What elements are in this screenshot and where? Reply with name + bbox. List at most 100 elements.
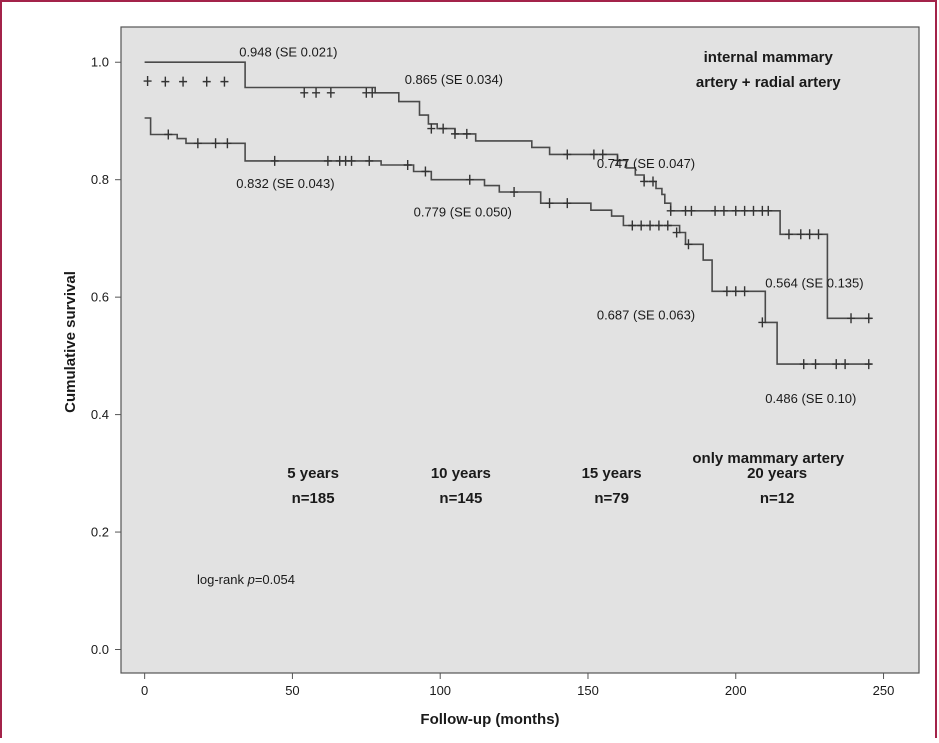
survival-estimate-label: 0.486 (SE 0.10) [765, 391, 856, 406]
censor-mark [731, 286, 740, 297]
censor-mark [223, 138, 232, 149]
survival-estimate-label: 0.948 (SE 0.021) [239, 44, 337, 59]
censor-mark [719, 205, 728, 216]
survival-estimate-label: 0.865 (SE 0.034) [405, 72, 503, 87]
censor-mark [740, 286, 749, 297]
x-tick-label: 100 [429, 683, 451, 698]
censor-mark [598, 149, 607, 160]
censor-mark [832, 359, 841, 370]
censor-mark [814, 229, 823, 240]
censor-mark [799, 359, 808, 370]
censor-mark [462, 128, 471, 139]
log-rank-label: log-rank p=0.054 [197, 572, 295, 587]
at-risk-label: n=79 [594, 490, 629, 507]
censor-mark [784, 229, 793, 240]
y-tick-label: 0.2 [91, 525, 109, 540]
censor-mark [211, 138, 220, 149]
censor-mark [347, 155, 356, 166]
survival-estimate-label: 0.687 (SE 0.063) [597, 307, 695, 322]
censor-mark [312, 87, 321, 98]
censor-mark [439, 123, 448, 134]
at-risk-label: 5 years [287, 465, 339, 482]
censor-mark [731, 205, 740, 216]
at-risk-label: 10 years [431, 465, 491, 482]
censor-mark [628, 220, 637, 231]
censor-mark [758, 317, 767, 328]
censor-mark [465, 174, 474, 185]
censor-mark [740, 205, 749, 216]
censor-mark [510, 187, 519, 198]
at-risk-label: 20 years [747, 465, 807, 482]
y-tick-label: 0.0 [91, 642, 109, 657]
at-risk-label: 15 years [582, 465, 642, 482]
censor-mark [654, 220, 663, 231]
censor-mark [687, 205, 696, 216]
censor-mark [663, 220, 672, 231]
censor-mark [646, 220, 655, 231]
censor-mark [143, 76, 152, 87]
y-tick-label: 0.8 [91, 172, 109, 187]
survival-estimate-label: 0.564 (SE 0.135) [765, 276, 863, 291]
censor-mark [640, 176, 649, 187]
survival-estimate-label: 0.779 (SE 0.050) [414, 205, 512, 220]
censor-mark [220, 76, 229, 87]
censor-mark [841, 359, 850, 370]
x-tick-label: 200 [725, 683, 747, 698]
censor-mark [684, 239, 693, 250]
censor-mark [270, 155, 279, 166]
plot-area [120, 26, 920, 674]
curve-label: artery + radial artery [696, 74, 841, 91]
censor-mark [711, 205, 720, 216]
censor-mark [326, 87, 335, 98]
censor-mark [805, 229, 814, 240]
x-tick-label: 0 [141, 683, 148, 698]
censor-mark [323, 155, 332, 166]
censor-mark [864, 359, 873, 370]
censor-mark [427, 123, 436, 134]
censor-mark [613, 155, 622, 166]
at-risk-label: n=12 [760, 490, 795, 507]
censor-mark [403, 160, 412, 171]
censor-mark [811, 359, 820, 370]
curve-label: only mammary artery [692, 450, 844, 467]
censor-mark [649, 176, 657, 187]
censor-mark [563, 149, 572, 160]
censor-mark [450, 128, 459, 139]
x-tick-label: 250 [873, 683, 895, 698]
censor-mark [722, 286, 731, 297]
y-tick-label: 0.6 [91, 290, 109, 305]
survival-estimate-label: 0.832 (SE 0.043) [236, 176, 334, 191]
axes: 0 50 100 150 200 250 0.0 0.2 0.4 0.6 0.8 1.0 [91, 55, 894, 698]
censor-mark [637, 220, 646, 231]
annotations: 0.948 (SE 0.021) 0.865 (SE 0.034) 0.747 (S… [197, 44, 864, 587]
censor-mark [864, 313, 873, 324]
censor-mark [666, 205, 675, 216]
censor-mark [202, 76, 211, 87]
censor-mark [545, 198, 554, 209]
x-tick-label: 150 [577, 683, 599, 698]
censor-mark [300, 87, 309, 98]
censor-mark [161, 76, 170, 87]
censor-mark [672, 227, 681, 238]
censor-mark [193, 138, 202, 149]
censor-mark [164, 129, 173, 140]
x-axis-title: Follow-up (months) [420, 711, 559, 728]
y-tick-label: 0.4 [91, 407, 109, 422]
curve-label: internal mammary [704, 49, 834, 66]
censor-mark [749, 205, 758, 216]
y-axis-title: Cumulative survival [62, 271, 79, 413]
censor-mark [847, 313, 856, 324]
y-tick-label: 1.0 [91, 55, 109, 70]
censor-mark [368, 87, 377, 98]
censor-mark [179, 76, 188, 87]
x-tick-label: 50 [285, 683, 299, 698]
censor-mark [365, 155, 374, 166]
survival-estimate-label: 0.747 (SE 0.047) [597, 156, 695, 171]
censor-mark [589, 149, 598, 160]
survival-curves [143, 61, 873, 370]
censor-mark [421, 166, 430, 177]
censor-mark [764, 205, 773, 216]
censor-mark [796, 229, 805, 240]
